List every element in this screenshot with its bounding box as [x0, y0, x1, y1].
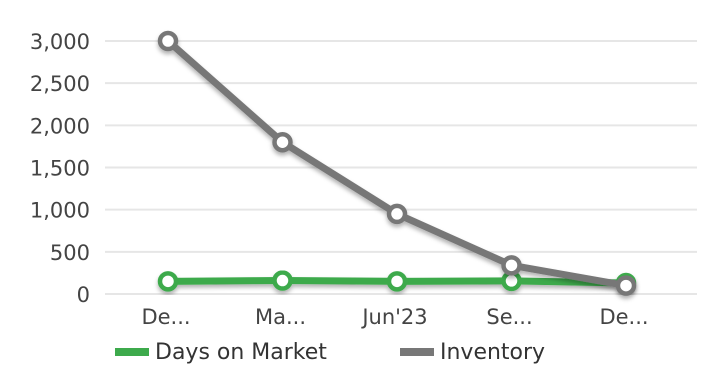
y-tick-label: 1,500: [30, 157, 90, 181]
data-point: [386, 203, 408, 225]
y-tick-label: 500: [50, 241, 90, 265]
data-point: [615, 275, 637, 296]
x-axis-ticks: De... Ma... Jun'23 Se... De...: [141, 305, 648, 329]
data-point: [272, 131, 293, 153]
legend-swatch: [400, 348, 434, 356]
data-point: [157, 271, 179, 292]
gridlines: [105, 40, 697, 295]
legend: Days on Market Inventory: [115, 340, 545, 365]
y-axis-ticks: 0 500 1,000 1,500 2,000 2,500 3,000: [30, 30, 90, 307]
x-tick-label: Jun'23: [360, 305, 427, 329]
legend-swatch: [115, 348, 149, 356]
data-point: [157, 30, 179, 52]
y-tick-label: 3,000: [30, 30, 90, 54]
series-layer: [157, 30, 637, 296]
series-line: [164, 37, 630, 290]
data-point: [272, 270, 293, 291]
y-tick-label: 2,500: [30, 72, 90, 96]
data-point: [501, 255, 522, 276]
x-tick-label: De...: [141, 305, 190, 329]
x-tick-label: Ma...: [255, 305, 306, 329]
series-inventory: [157, 30, 637, 296]
x-tick-label: De...: [599, 305, 648, 329]
y-tick-label: 1,000: [30, 199, 90, 223]
data-point: [386, 271, 408, 292]
y-tick-label: 0: [77, 283, 90, 307]
legend-label: Days on Market: [155, 340, 327, 365]
x-tick-label: Se...: [486, 305, 532, 329]
legend-label: Inventory: [440, 340, 545, 365]
y-tick-label: 2,000: [30, 114, 90, 138]
